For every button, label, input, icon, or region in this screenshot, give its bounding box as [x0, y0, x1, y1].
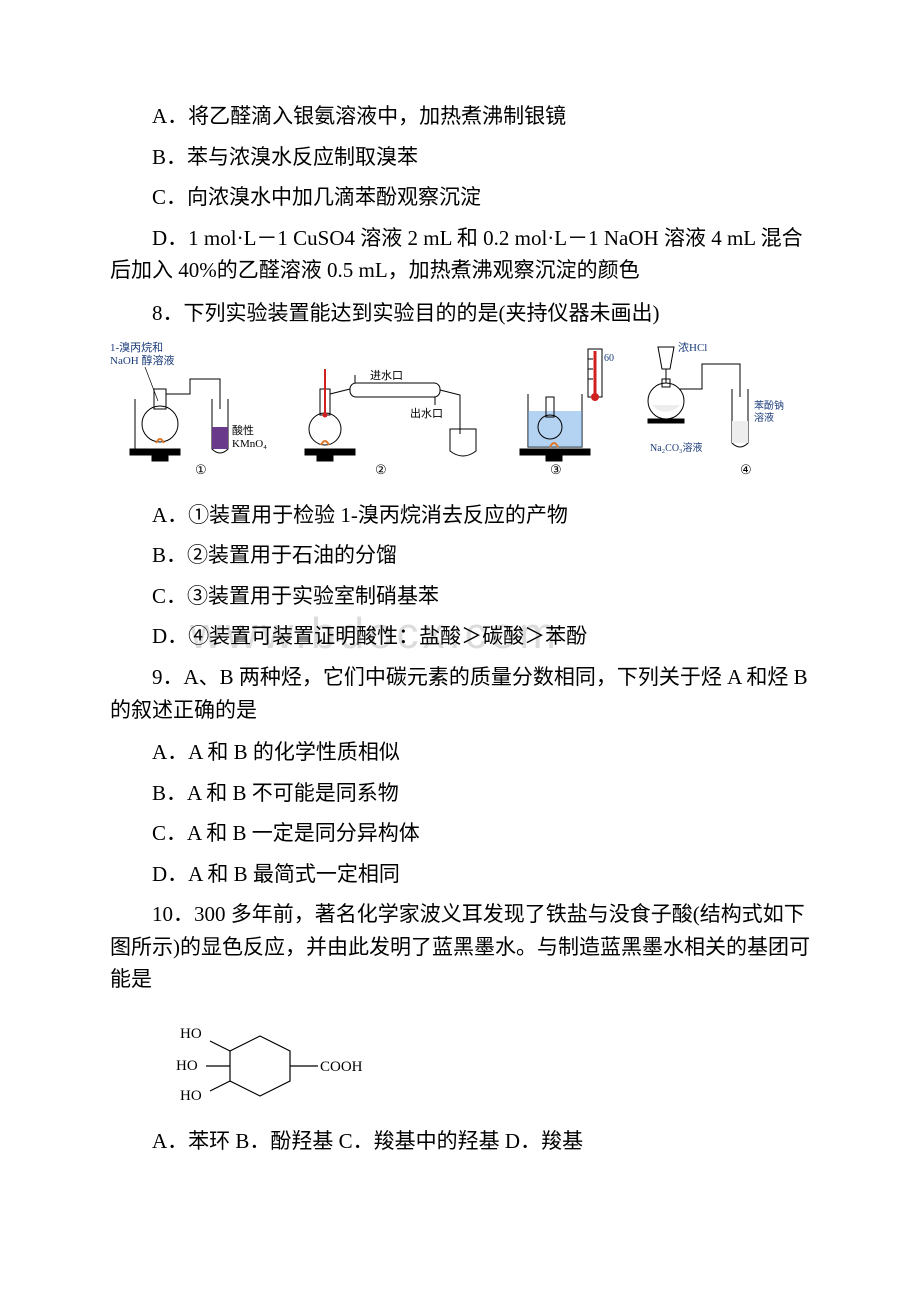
- label-phenol-1: 苯酚钠: [754, 399, 784, 412]
- q10-structure-figure: HO HO HO COOH: [110, 1006, 810, 1126]
- label-kmno4-2: KMnO₄: [232, 438, 267, 450]
- page-content: A．将乙醛滴入银氨溶液中，加热煮沸制银镜 B．苯与浓溴水反应制取溴苯 C．向浓溴…: [110, 100, 810, 1158]
- q8-stem: 8．下列实验装置能达到实验目的的是(夹持仪器未画出): [110, 297, 810, 330]
- label-num-1: ①: [195, 462, 207, 477]
- label-ho-mid: HO: [176, 1058, 198, 1074]
- q7-option-d: D．1 mol·L－1 CuSO4 溶液 2 mL 和 0.2 mol·L－1 …: [110, 222, 810, 287]
- q8-apparatus-figure: 1-溴丙烷和 NaOH 醇溶液 酸性 KMnO₄ ①: [110, 339, 810, 489]
- q10-options-line: A．苯环 B．酚羟基 C．羧基中的羟基 D．羧基: [110, 1125, 810, 1158]
- label-reagent1-line2: NaOH 醇溶液: [110, 353, 174, 367]
- label-kmno4-1: 酸性: [232, 423, 254, 437]
- label-num-3: ③: [550, 462, 562, 477]
- q9-option-c: C．A 和 B 一定是同分异构体: [110, 817, 810, 850]
- label-water-out: 出水口: [410, 406, 443, 420]
- label-ho-bot: HO: [180, 1088, 202, 1104]
- q7-option-c: C．向浓溴水中加几滴苯酚观察沉淀: [110, 181, 810, 214]
- q8-option-b: B．②装置用于石油的分馏: [110, 539, 810, 572]
- label-phenol-2: 溶液: [754, 411, 774, 424]
- q10-stem: 10．300 多年前，著名化学家波义耳发现了铁盐与没食子酸(结构式如下图所示)的…: [110, 898, 810, 996]
- q8-option-a: A．①装置用于检验 1-溴丙烷消去反应的产物: [110, 499, 810, 532]
- label-temp60: 60: [604, 353, 614, 364]
- q9-stem: 9．A、B 两种烃，它们中碳元素的质量分数相同，下列关于烃 A 和烃 B 的叙述…: [110, 661, 810, 726]
- label-num-4: ④: [740, 462, 752, 477]
- q9-option-d: D．A 和 B 最简式一定相同: [110, 858, 810, 891]
- label-na2co3: Na₂CO₃溶液: [650, 441, 703, 454]
- q7-option-b: B．苯与浓溴水反应制取溴苯: [110, 141, 810, 174]
- label-cooh: COOH: [320, 1059, 363, 1075]
- label-num-2: ②: [375, 462, 387, 477]
- label-water-in: 进水口: [370, 369, 403, 382]
- q7-option-a: A．将乙醛滴入银氨溶液中，加热煮沸制银镜: [110, 100, 810, 133]
- label-hcl: 浓HCl: [678, 341, 707, 354]
- q9-option-b: B．A 和 B 不可能是同系物: [110, 777, 810, 810]
- gallic-acid-structure: HO HO HO COOH: [170, 1006, 380, 1116]
- apparatus-svg: 1-溴丙烷和 NaOH 醇溶液 酸性 KMnO₄ ①: [110, 339, 810, 479]
- label-ho-top: HO: [180, 1026, 202, 1042]
- q8-option-c: C．③装置用于实验室制硝基苯: [110, 580, 810, 613]
- q9-option-a: A．A 和 B 的化学性质相似: [110, 736, 810, 769]
- q8-option-d: D．④装置可装置证明酸性：盐酸＞碳酸＞苯酚: [110, 620, 810, 653]
- label-reagent1-line1: 1-溴丙烷和: [110, 340, 163, 354]
